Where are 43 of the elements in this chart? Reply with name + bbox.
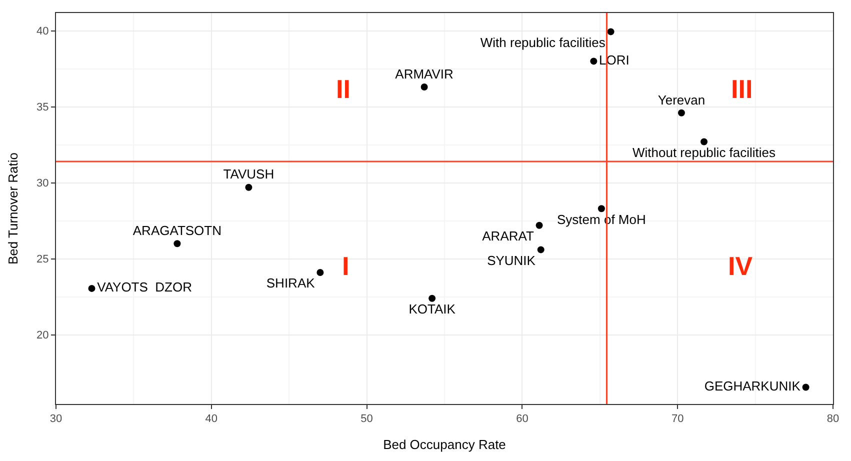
data-label: SHIRAK [266, 276, 316, 291]
point [607, 28, 614, 36]
data-label: GEGHARKUNIK [704, 378, 801, 394]
x-tick-label: 40 [205, 413, 218, 426]
data-label: KOTAIK [408, 301, 456, 316]
y-axis-title: Bed Turnover Ratio [6, 152, 20, 265]
y-tick-label: 35 [36, 102, 49, 114]
data-label: Yerevan [658, 92, 706, 108]
annotation: I [342, 251, 350, 281]
annotation: IV [728, 251, 754, 281]
point [88, 284, 96, 292]
annotation: III [731, 74, 753, 104]
point [174, 240, 181, 248]
point [428, 294, 436, 302]
data-label: With republic facilities [480, 34, 606, 50]
point [537, 246, 544, 254]
data-label: VAYOTS DZOR [97, 280, 192, 295]
point [700, 138, 708, 146]
point [590, 58, 598, 65]
x-tick-label: 80 [826, 413, 840, 426]
data-label: Without republic facilities [632, 144, 776, 160]
data-label: ARAGATSOTN [132, 222, 222, 238]
point [598, 205, 605, 212]
point [802, 384, 810, 391]
data-label: SYUNIK [487, 252, 536, 268]
y-tick-label: 20 [36, 330, 49, 342]
point [316, 269, 324, 276]
x-axis-title: Bed Occupancy Rate [383, 436, 506, 452]
point [420, 84, 428, 91]
point [536, 222, 543, 229]
data-label: ARARAT [482, 228, 534, 244]
x-tick-label: 50 [360, 413, 373, 426]
y-tick-label: 30 [36, 178, 49, 190]
x-tick-label: 60 [516, 413, 528, 426]
annotation: II [336, 74, 350, 104]
data-label: TAVUSH [223, 166, 274, 182]
y-tick-label: 25 [36, 254, 49, 266]
point [245, 184, 252, 191]
x-tick-label: 30 [50, 413, 62, 426]
point [678, 109, 685, 116]
data-label: ARMAVIR [395, 66, 454, 82]
y-tick-label: 40 [36, 26, 49, 38]
x-tick-label: 70 [671, 413, 684, 426]
